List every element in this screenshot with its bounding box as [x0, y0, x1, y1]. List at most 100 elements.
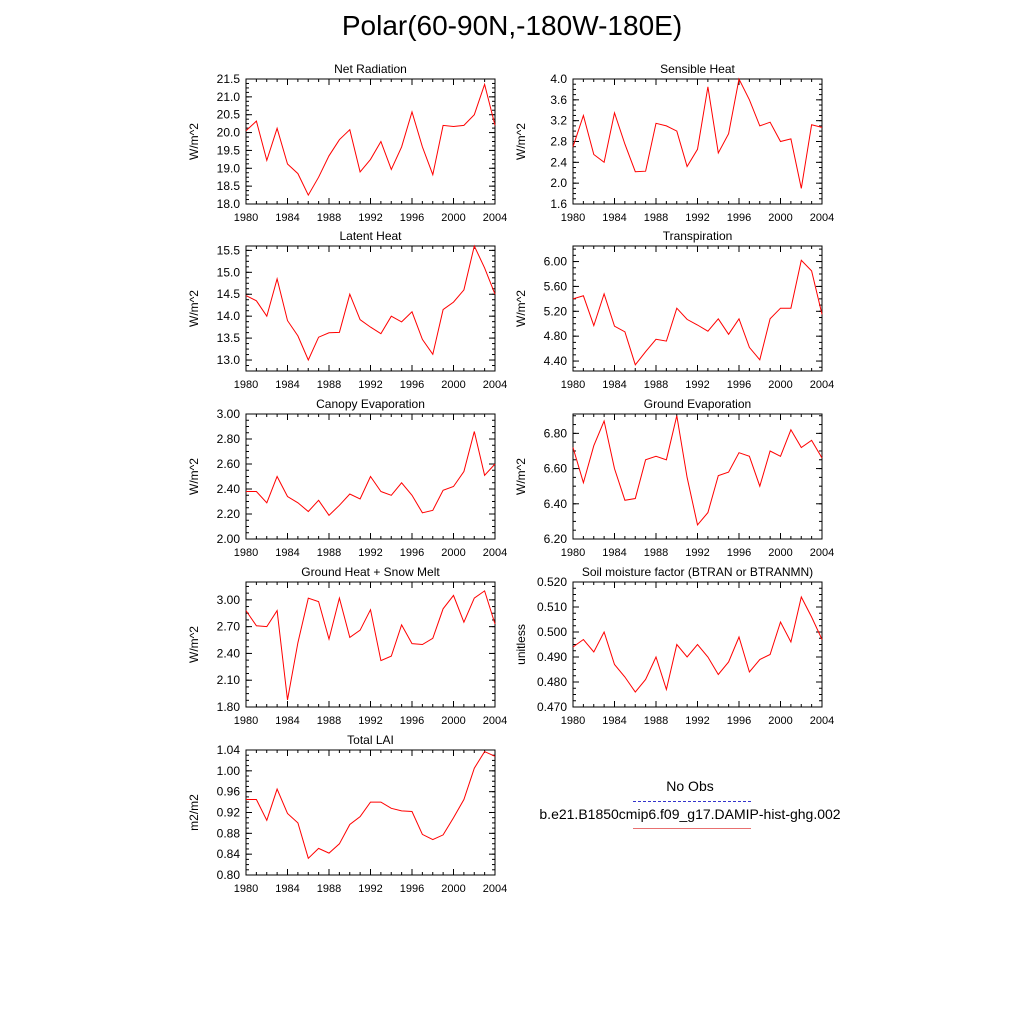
- y-axis-label: unitless: [514, 624, 528, 665]
- panel-title: Ground Heat + Snow Melt: [301, 565, 440, 579]
- y-tick-label: 3.2: [550, 114, 567, 128]
- y-axis-label: W/m^2: [514, 123, 528, 160]
- legend-obs-line: [633, 801, 751, 802]
- x-tick-label: 1984: [275, 715, 299, 727]
- series-line: [246, 431, 496, 517]
- plot-frame: [245, 78, 496, 205]
- x-tick-label: 2004: [810, 715, 834, 727]
- panel-title: Sensible Heat: [660, 62, 735, 76]
- x-tick-label: 1984: [602, 547, 626, 559]
- panel-1: Net Radiation W/m^2 1980 1984 1988 1992 1996 20…: [187, 62, 507, 224]
- x-tick-label: 1988: [317, 715, 341, 727]
- y-tick-label: 4.80: [544, 329, 568, 343]
- x-tick-label: 2004: [810, 379, 834, 391]
- x-tick-label: 1996: [400, 715, 424, 727]
- y-tick-label: 1.04: [217, 743, 241, 757]
- x-tick-label: 1980: [234, 547, 258, 559]
- panel-2: Sensible Heat W/m^2 1980 1984 1988 1992 1996 20…: [514, 62, 834, 224]
- x-tick-label: 1992: [358, 547, 382, 559]
- x-tick-label: 2000: [441, 715, 465, 727]
- y-tick-label: 0.520: [537, 575, 567, 589]
- y-tick-label: 0.84: [217, 847, 241, 861]
- y-tick-label: 20.5: [217, 108, 241, 122]
- x-tick-label: 2000: [441, 883, 465, 895]
- y-tick-label: 6.40: [544, 497, 568, 511]
- x-tick-label: 1988: [317, 547, 341, 559]
- x-tick-label: 2004: [483, 212, 507, 224]
- plot-frame: [245, 581, 496, 708]
- x-tick-label: 2000: [768, 715, 792, 727]
- x-tick-label: 2000: [768, 212, 792, 224]
- x-tick-label: 1988: [644, 212, 668, 224]
- series-line: [246, 750, 496, 860]
- y-tick-label: 3.6: [550, 93, 567, 107]
- panel-7: Ground Heat + Snow Melt W/m^2 1980 1984 1988…: [187, 565, 507, 727]
- y-tick-label: 15.5: [217, 243, 241, 257]
- x-tick-label: 1988: [317, 212, 341, 224]
- x-tick-label: 1992: [685, 379, 709, 391]
- x-tick-label: 1992: [358, 715, 382, 727]
- y-tick-label: 19.0: [217, 161, 241, 175]
- panel-title: Total LAI: [347, 733, 394, 747]
- y-tick-label: 1.6: [550, 197, 567, 211]
- x-tick-label: 1996: [727, 212, 751, 224]
- x-tick-label: 2000: [441, 212, 465, 224]
- y-tick-label: 2.60: [217, 457, 241, 471]
- x-tick-label: 2004: [483, 547, 507, 559]
- panel-3: Latent Heat W/m^2 1980 1984 1988 1992 1996 2000…: [187, 229, 507, 391]
- x-tick-label: 1988: [644, 547, 668, 559]
- x-tick-label: 2000: [441, 547, 465, 559]
- y-tick-label: 2.40: [217, 646, 241, 660]
- x-tick-label: 1996: [400, 883, 424, 895]
- y-tick-label: 3.00: [217, 593, 241, 607]
- x-tick-label: 1996: [727, 547, 751, 559]
- x-tick-label: 2004: [810, 547, 834, 559]
- y-tick-label: 0.88: [217, 826, 241, 840]
- y-tick-label: 5.60: [544, 279, 568, 293]
- x-tick-label: 1992: [358, 379, 382, 391]
- series-line: [572, 595, 823, 693]
- y-tick-label: 0.96: [217, 785, 241, 799]
- series-line: [245, 82, 496, 197]
- y-tick-label: 6.80: [544, 426, 568, 440]
- y-tick-label: 6.20: [544, 532, 568, 546]
- x-tick-label: 1984: [275, 212, 299, 224]
- panel-4: Transpiration W/m^2 1980 1984 1988 1992 1996 20…: [514, 229, 834, 391]
- x-tick-label: 1988: [644, 715, 668, 727]
- series-line: [245, 590, 496, 700]
- y-tick-label: 6.00: [544, 255, 568, 269]
- figure-title: Polar(60-90N,-180W-180E): [341, 10, 683, 41]
- y-tick-label: 21.5: [217, 72, 241, 86]
- series-line: [245, 244, 496, 362]
- y-tick-label: 19.5: [217, 143, 241, 157]
- x-tick-label: 2000: [768, 379, 792, 391]
- x-tick-label: 1992: [358, 883, 382, 895]
- x-tick-label: 1980: [234, 883, 258, 895]
- y-tick-label: 2.4: [550, 155, 567, 169]
- x-tick-label: 2004: [810, 212, 834, 224]
- plot-frame: [572, 413, 823, 540]
- x-tick-label: 1996: [400, 212, 424, 224]
- panel-5: Canopy Evaporation W/m^2 1980 1984 1988 1992 1…: [187, 397, 507, 559]
- plot-frame: [572, 78, 823, 205]
- y-tick-label: 2.70: [217, 620, 241, 634]
- y-tick-label: 0.510: [537, 600, 567, 614]
- x-tick-label: 2004: [483, 379, 507, 391]
- y-tick-label: 21.0: [217, 90, 241, 104]
- x-tick-label: 1984: [602, 715, 626, 727]
- y-tick-label: 2.40: [217, 482, 241, 496]
- x-tick-label: 1992: [685, 212, 709, 224]
- panel-title: Ground Evaporation: [644, 397, 751, 411]
- y-axis-label: W/m^2: [514, 458, 528, 495]
- panel-title: Latent Heat: [339, 229, 402, 243]
- y-tick-label: 4.40: [544, 354, 568, 368]
- y-tick-label: 20.0: [217, 126, 241, 140]
- x-tick-label: 1980: [561, 379, 585, 391]
- y-tick-label: 14.5: [217, 287, 241, 301]
- y-axis-label: W/m^2: [187, 626, 201, 663]
- plot-frame: [245, 749, 496, 876]
- legend-case-label: b.e21.B1850cmip6.f09_g17.DAMIP-hist-ghg.…: [539, 806, 841, 822]
- series-line: [572, 77, 823, 189]
